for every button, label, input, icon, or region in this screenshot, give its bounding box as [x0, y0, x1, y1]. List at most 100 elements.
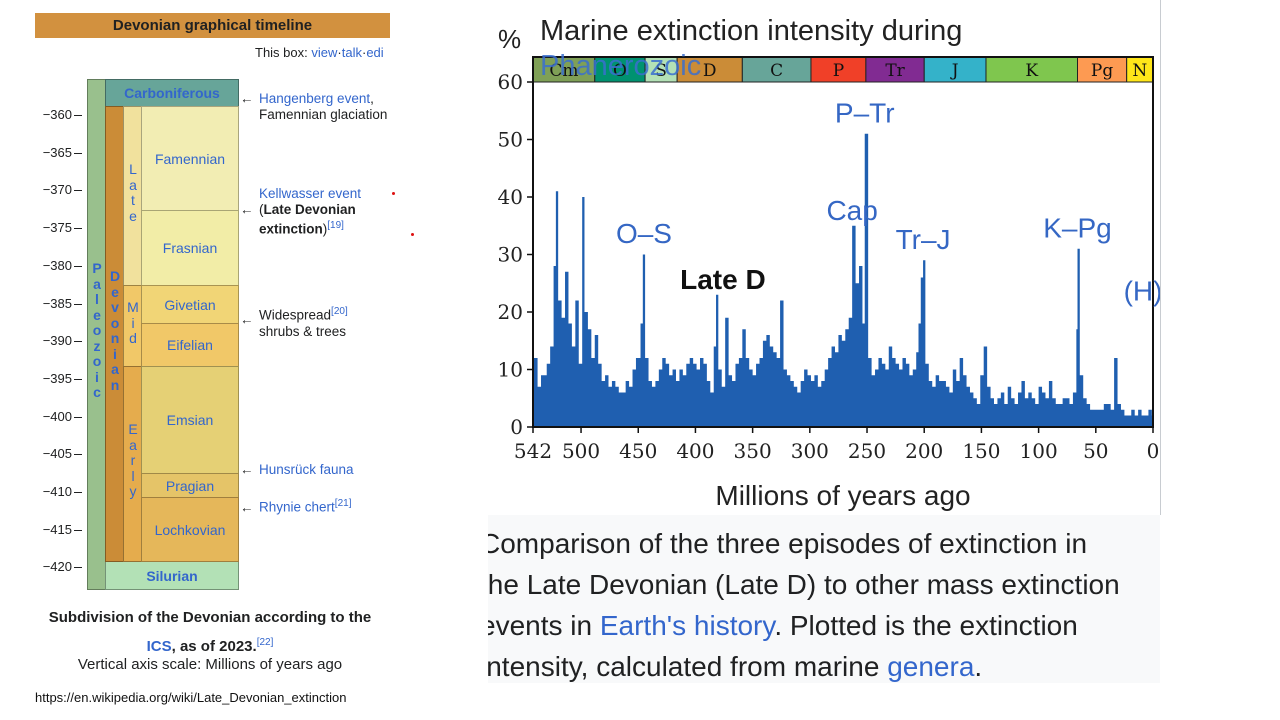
tick-label: −375: [42, 220, 72, 236]
tick-mark: [74, 265, 82, 267]
navbox-links: This box: view·talk·edi: [255, 45, 384, 60]
x-tick-label: 300: [791, 439, 829, 463]
caption-line3-post: . Plotted is the extinction: [774, 610, 1078, 641]
stage-lochkovian[interactable]: Lochkovian: [141, 497, 239, 562]
period-band: [594, 56, 646, 83]
event-hunsruck: ← Hunsrück fauna: [240, 462, 354, 478]
stage-eifelian[interactable]: Eifelian: [141, 323, 239, 367]
vertical-letter: i: [131, 314, 135, 331]
caption-line1: Subdivision of the Devonian according to…: [48, 609, 372, 626]
tick-mark: [74, 567, 82, 569]
source-url[interactable]: https://en.wikipedia.org/wiki/Late_Devon…: [35, 690, 347, 705]
stage-frasnian[interactable]: Frasnian: [141, 210, 239, 286]
stage-emsian[interactable]: Emsian: [141, 366, 239, 474]
navbox-prefix: This box:: [255, 45, 308, 60]
earths-history-link[interactable]: Earth's history: [599, 610, 775, 641]
caption-line4-pre: intensity, calculated from marine: [488, 651, 888, 682]
vertical-letter: r: [130, 452, 136, 468]
caption-line1: Comparison of the three episodes of exti…: [488, 528, 1088, 559]
period-band-label: K: [1025, 61, 1038, 81]
y-tick-label: 0: [510, 415, 523, 439]
chart-title: Marine extinction intensity during: [540, 15, 962, 47]
tick-label: −370: [42, 182, 72, 198]
period-band-label: C: [770, 61, 783, 81]
period-band-label: N: [1132, 61, 1147, 81]
vertical-letter: D: [109, 268, 121, 284]
period-band: [865, 56, 925, 83]
period-silurian[interactable]: Silurian: [105, 561, 239, 590]
vertical-letter: P: [92, 260, 102, 276]
event-annotation: P–Tr: [835, 97, 895, 128]
event-rhynie: ← Rhynie chert[21]: [240, 496, 351, 516]
extinction-area: [533, 133, 1153, 427]
chart-caption-text: Comparison of the three episodes of exti…: [488, 523, 1160, 683]
ref-20[interactable]: [20]: [331, 306, 348, 317]
stage-pragian[interactable]: Pragian: [141, 473, 239, 498]
vertical-letter: y: [129, 483, 137, 499]
period-silurian-label[interactable]: Silurian: [146, 567, 198, 584]
tick-label: −400: [42, 408, 72, 424]
timeline-caption: Subdivision of the Devonian according to…: [35, 605, 385, 659]
x-tick-label: 200: [905, 439, 943, 463]
tick-mark: [74, 378, 82, 380]
vertical-letter: E: [128, 421, 138, 437]
arrow-shrubs: ←: [240, 304, 259, 327]
x-tick-label: 0: [1147, 439, 1160, 463]
genera-link[interactable]: genera: [887, 651, 975, 682]
vertical-letter: l: [95, 291, 99, 307]
y-axis-label: %: [498, 24, 521, 54]
vertical-letter: n: [110, 376, 120, 393]
ref-21[interactable]: [21]: [334, 498, 352, 509]
tick-mark: [74, 152, 82, 154]
y-tick-label: 10: [498, 358, 523, 382]
period-carboniferous-label[interactable]: Carboniferous: [124, 85, 220, 101]
hunsruck-link[interactable]: Hunsrück fauna: [259, 462, 354, 477]
vertical-letter: e: [111, 283, 119, 300]
event-hangenberg: ← Hangenberg event, Famennian glaciation: [240, 91, 387, 123]
timeline-header: Devonian graphical timeline: [35, 13, 390, 38]
ref-19[interactable]: [19]: [327, 220, 344, 231]
tick-label: −410: [42, 484, 72, 499]
x-tick-label: 400: [676, 439, 714, 463]
tick-mark: [74, 416, 82, 418]
ref-22[interactable]: [22]: [256, 637, 274, 648]
period-band-label: O: [613, 61, 627, 81]
tick-label: −360: [42, 107, 72, 122]
vertical-letter: o: [92, 353, 102, 369]
y-tick-label: 60: [498, 70, 523, 94]
late-devonian-bold: Late Devonian: [263, 202, 356, 217]
navbox-view-link[interactable]: view: [311, 45, 338, 60]
vertical-letter: e: [129, 207, 137, 224]
comma: ,: [370, 91, 374, 106]
tick-label: −420: [42, 559, 72, 575]
kellwasser-link[interactable]: Kellwasser event: [259, 186, 362, 201]
caption-rest: , as of 2023.: [171, 638, 257, 655]
event-annotation: Late D: [680, 264, 766, 295]
stage-famennian[interactable]: Famennian: [141, 106, 239, 211]
chart-border-right: [1160, 0, 1161, 515]
navbox-edit-link[interactable]: edi: [366, 45, 384, 60]
vertical-letter: a: [129, 176, 137, 193]
navbox-talk-link[interactable]: talk: [341, 45, 362, 60]
arrow-left-icon: ←: [240, 462, 254, 477]
x-tick-label: 50: [1083, 439, 1108, 463]
x-tick-label: 100: [1020, 439, 1058, 463]
rhynie-link[interactable]: Rhynie chert: [259, 499, 335, 515]
vertical-letter: e: [93, 306, 101, 323]
famennian-glaciation-text: Famennian glaciation: [259, 107, 388, 122]
hangenberg-link[interactable]: Hangenberg event: [259, 91, 371, 106]
vertical-letter: i: [95, 368, 99, 385]
period-carboniferous[interactable]: Carboniferous: [105, 79, 239, 107]
vertical-letter: M: [127, 299, 139, 315]
x-tick-label: 350: [734, 439, 772, 463]
vertical-letter: o: [110, 314, 120, 331]
tick-label: −395: [42, 370, 72, 386]
vertical-letter: a: [111, 361, 119, 377]
stage-givetian[interactable]: Givetian: [141, 285, 239, 324]
ics-link[interactable]: ICS: [146, 638, 172, 655]
